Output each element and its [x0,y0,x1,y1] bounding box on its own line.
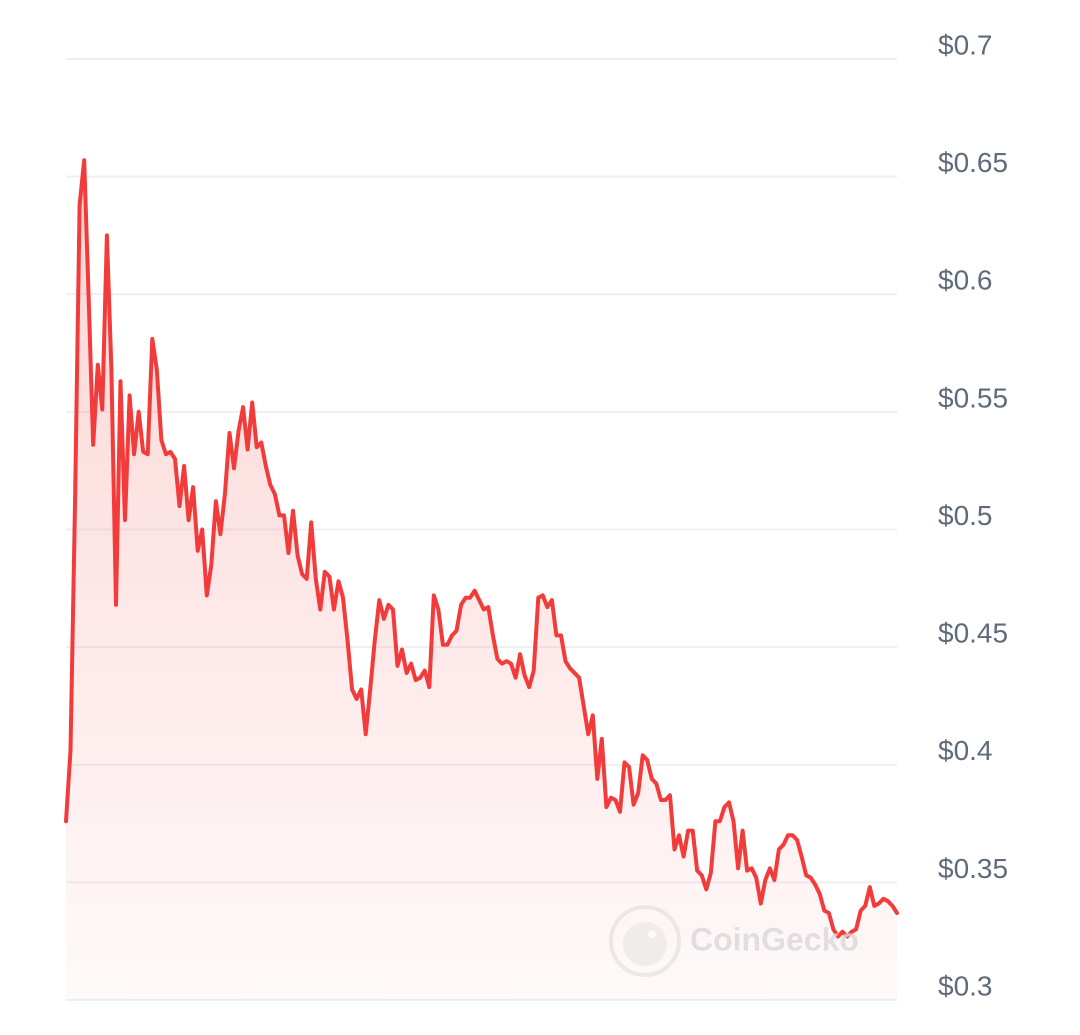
y-tick-label: $0.7 [938,29,993,60]
watermark-logo [609,905,681,977]
y-tick-label: $0.45 [938,618,1008,649]
y-tick-label: $0.4 [938,735,993,766]
y-tick-label: $0.5 [938,500,993,531]
price-line [64,158,899,939]
y-tick-label: $0.65 [938,147,1008,178]
y-tick-label: $0.3 [938,970,993,1001]
y-tick-label: $0.55 [938,382,1008,413]
area [66,160,897,1000]
y-tick-label: $0.35 [938,853,1008,884]
plot [64,158,899,1000]
y-axis: $0.3 $0.35 $0.4 $0.45 $0.5 $0.55 $0.6 $0.65 $0.7 [938,29,1008,1001]
y-tick-label: $0.6 [938,265,993,296]
watermark: CoinGecko [690,921,859,957]
